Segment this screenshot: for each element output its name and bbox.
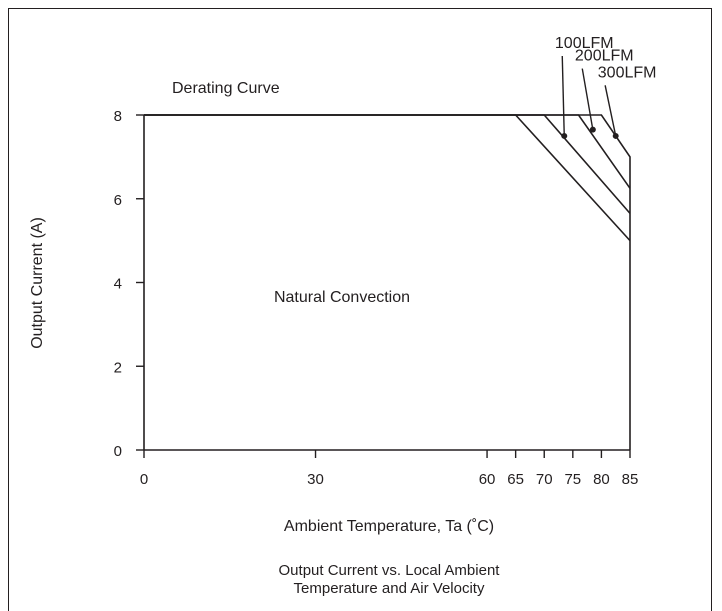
- series-label-300lfm: 300LFM: [598, 64, 657, 81]
- y-tick-label: 6: [114, 192, 122, 209]
- leader-dot-300lfm: [612, 132, 619, 139]
- y-tick-label: 0: [114, 443, 122, 460]
- y-tick-label: 4: [114, 276, 122, 293]
- x-tick-label: 80: [593, 471, 610, 488]
- series-line-100lfm: [144, 114, 631, 214]
- series-label-100lfm: 100LFM: [555, 35, 614, 52]
- leader-line-300lfm: [604, 85, 617, 137]
- series-label-200lfm: 200LFM: [575, 48, 634, 65]
- x-tick-label: 0: [140, 471, 148, 488]
- leader-line-200lfm: [581, 68, 594, 130]
- leader-dot-100lfm: [561, 132, 568, 139]
- x-tick-label: 70: [536, 471, 553, 488]
- caption-line-1: Output Current vs. Local Ambient: [279, 562, 501, 579]
- leader-dot-200lfm: [589, 126, 596, 133]
- x-axis-label: Ambient Temperature, Ta (˚C): [284, 518, 494, 535]
- x-tick-label: 60: [479, 471, 496, 488]
- series-line-natural-convection: [144, 114, 631, 242]
- y-tick-label: 8: [114, 108, 122, 125]
- ticks: 0 30 60 65 70 75 80 85 0 2 4 6 8: [114, 108, 639, 488]
- series-lines: [144, 114, 631, 450]
- annotation-natural-convection: Natural Convection: [274, 289, 410, 306]
- x-tick-label: 65: [507, 471, 524, 488]
- x-tick-label: 75: [564, 471, 581, 488]
- x-tick-label: 30: [307, 471, 324, 488]
- caption-line-2: Temperature and Air Velocity: [294, 580, 485, 597]
- x-tick-label: 85: [622, 471, 639, 488]
- chart-title: Derating Curve: [172, 80, 280, 97]
- leader-line-100lfm: [561, 55, 565, 136]
- chart-frame: [8, 8, 712, 611]
- axes: [143, 115, 630, 451]
- series-line-300lfm: [144, 114, 631, 450]
- y-tick-label: 2: [114, 359, 122, 376]
- series-line-200lfm: [144, 114, 631, 189]
- y-axis-label: Output Current (A): [29, 217, 46, 349]
